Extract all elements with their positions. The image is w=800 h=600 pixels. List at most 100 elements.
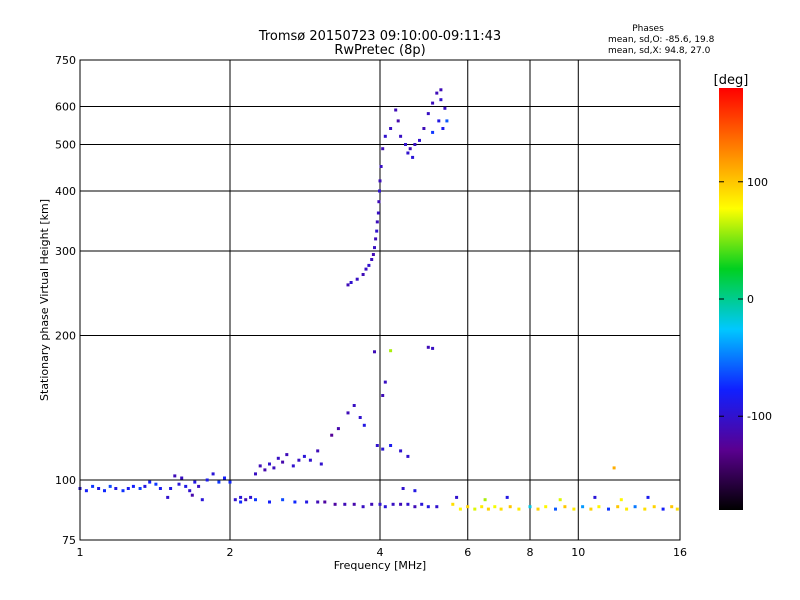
data-point	[439, 88, 443, 92]
data-point	[352, 404, 356, 407]
y-tick-label: 200	[55, 330, 76, 343]
chart-title: Tromsø 20150723 09:10:00-09:11:43	[258, 29, 501, 44]
data-point	[254, 472, 257, 476]
data-point	[378, 189, 381, 193]
data-point	[180, 476, 184, 480]
data-point	[211, 472, 215, 476]
data-point	[323, 500, 327, 504]
data-point	[268, 500, 271, 504]
data-point	[558, 498, 562, 502]
colorbar-ticks: 100 0 -100	[719, 176, 772, 423]
data-point	[451, 502, 455, 506]
x-tick-label: 6	[464, 546, 471, 559]
data-point	[675, 507, 679, 511]
data-point	[420, 502, 424, 506]
data-point	[268, 462, 271, 466]
data-point	[399, 449, 403, 453]
data-point	[394, 108, 398, 112]
data-point	[349, 281, 353, 284]
data-point	[572, 507, 576, 511]
data-point	[670, 505, 674, 509]
data-point	[413, 489, 417, 493]
x-tick-label: 2	[227, 546, 234, 559]
data-point	[361, 505, 365, 509]
colorbar-label: [deg]	[714, 73, 749, 88]
data-point	[244, 498, 248, 502]
data-point	[389, 127, 393, 130]
data-point	[166, 495, 170, 499]
x-tick-label: 4	[377, 546, 384, 559]
grid-layer	[80, 60, 680, 540]
x-tick-label: 10	[571, 546, 585, 559]
data-point	[422, 127, 426, 130]
data-point	[154, 482, 158, 486]
data-point	[285, 453, 289, 457]
phase-stats-o: mean, sd,O: -85.6, 19.8	[608, 35, 715, 45]
data-point	[302, 454, 306, 458]
data-point	[406, 502, 410, 506]
data-point	[138, 487, 142, 490]
data-point	[336, 427, 340, 431]
data-point	[589, 507, 593, 511]
phase-stats-heading: Phases	[632, 24, 664, 34]
data-point	[114, 487, 118, 490]
data-point	[426, 345, 430, 349]
data-point	[184, 484, 188, 488]
data-point	[401, 487, 405, 490]
data-point	[173, 474, 177, 478]
data-point	[431, 130, 435, 134]
colorbar-tick-label: -100	[747, 410, 772, 423]
data-point	[108, 484, 112, 488]
data-point	[352, 502, 356, 506]
data-point	[378, 502, 382, 506]
data-point	[381, 147, 385, 151]
data-point	[441, 127, 445, 130]
data-point	[293, 500, 297, 504]
data-point	[480, 505, 484, 509]
data-point	[169, 487, 173, 490]
data-point	[228, 480, 232, 484]
data-point	[375, 444, 379, 447]
data-point	[581, 505, 585, 509]
data-point	[411, 155, 415, 159]
data-point	[389, 444, 393, 447]
data-point	[239, 500, 243, 504]
data-point	[404, 143, 407, 146]
colorbar-tick-label: 0	[747, 293, 754, 306]
data-points	[78, 88, 679, 511]
data-point	[493, 505, 497, 509]
data-point	[272, 466, 276, 470]
data-point	[330, 433, 334, 437]
data-point	[316, 500, 320, 504]
data-point	[364, 267, 368, 271]
data-point	[233, 498, 237, 502]
data-point	[406, 151, 410, 155]
data-point	[148, 480, 152, 484]
x-tick-label: 8	[527, 546, 534, 559]
data-point	[375, 220, 379, 224]
data-point	[437, 119, 441, 123]
data-point	[305, 500, 309, 504]
data-point	[367, 263, 371, 267]
data-point	[188, 489, 192, 493]
data-point	[373, 246, 376, 250]
data-point	[406, 454, 410, 458]
data-point	[249, 495, 253, 499]
data-point	[413, 143, 417, 146]
data-point	[435, 91, 439, 95]
data-point	[408, 147, 412, 151]
x-axis-label: Frequency [MHz]	[334, 559, 426, 572]
y-axis-ticks: 75 100 200 300 400 500 600 750	[55, 54, 76, 547]
data-point	[343, 502, 347, 506]
data-point	[399, 134, 403, 138]
data-point	[383, 505, 387, 509]
data-point	[177, 482, 181, 486]
data-point	[661, 507, 665, 511]
data-point	[612, 466, 616, 470]
chart-subtitle: RwPretec (8p)	[334, 43, 425, 58]
data-point	[121, 489, 125, 493]
data-point	[370, 258, 374, 261]
data-point	[505, 495, 509, 499]
data-point	[197, 484, 201, 488]
